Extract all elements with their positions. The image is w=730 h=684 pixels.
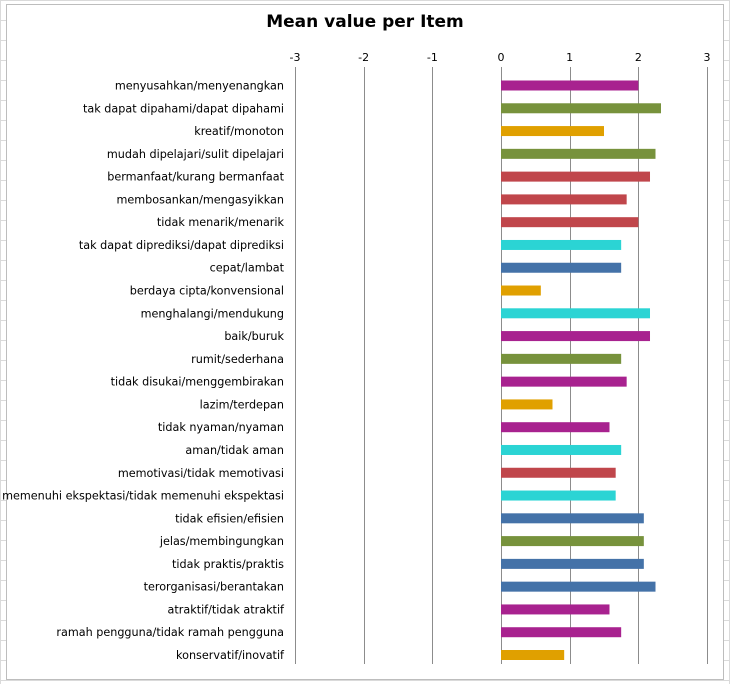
category-labels: menyusahkan/menyenangkan tak dapat dipaha… [2, 80, 285, 663]
x-tick-label: 0 [498, 51, 505, 64]
category-label: memotivasi/tidak memotivasi [118, 467, 284, 480]
bar [501, 194, 627, 205]
category-label: tidak nyaman/nyaman [158, 421, 284, 434]
category-label: membosankan/mengasyikkan [117, 193, 285, 206]
bar [501, 581, 656, 592]
x-axis-tick-labels: -3 -2 -1 0 1 2 3 [290, 51, 711, 64]
bar [501, 171, 651, 182]
bar [501, 217, 639, 228]
category-label: tidak praktis/praktis [172, 558, 284, 571]
chart-title: Mean value per Item [266, 12, 464, 32]
bar [501, 650, 565, 660]
category-label: baik/buruk [224, 330, 284, 343]
bar [501, 490, 616, 501]
category-label: lazim/terdepan [200, 398, 284, 411]
x-tick-label: 2 [635, 51, 642, 64]
bar [501, 80, 639, 91]
category-label: terorganisasi/berantakan [144, 581, 284, 594]
category-label: atraktif/tidak atraktif [168, 603, 286, 616]
category-label: tidak menarik/menarik [157, 216, 285, 229]
category-label: aman/tidak aman [185, 444, 284, 457]
category-label: cepat/lambat [210, 262, 285, 275]
category-label: menghalangi/mendukung [141, 307, 284, 320]
category-label: menyusahkan/menyenangkan [115, 80, 284, 93]
bar [501, 444, 622, 455]
bar [501, 399, 553, 410]
bar [501, 262, 622, 273]
bar [501, 148, 656, 159]
bars [501, 80, 661, 660]
bar [501, 627, 622, 638]
bar [501, 126, 604, 137]
category-label: rumit/sederhana [191, 353, 284, 366]
x-tick-label: -1 [427, 51, 438, 64]
bar [501, 536, 644, 547]
bar [501, 376, 627, 387]
category-label: mudah dipelajari/sulit dipelajari [107, 148, 284, 161]
bar [501, 353, 622, 364]
bar [501, 308, 651, 319]
bar [501, 604, 610, 615]
x-tick-label: -2 [358, 51, 369, 64]
category-label: berdaya cipta/konvensional [130, 285, 284, 298]
x-tick-label: 3 [704, 51, 711, 64]
x-tick-label: -3 [290, 51, 301, 64]
category-label: kreatif/monoton [194, 125, 284, 138]
bar [501, 103, 661, 114]
category-label: tak dapat diprediksi/dapat diprediksi [79, 239, 284, 252]
category-label: tidak disukai/menggembirakan [111, 376, 284, 389]
category-label: ramah pengguna/tidak ramah pengguna [56, 626, 284, 639]
bar [501, 558, 644, 569]
category-label: memenuhi ekspektasi/tidak memenuhi ekspe… [2, 490, 284, 503]
bar [501, 285, 541, 296]
category-label: bermanfaat/kurang bermanfaat [107, 171, 284, 184]
x-tick-label: 1 [566, 51, 573, 64]
bar [501, 331, 651, 342]
category-label: konservatif/inovatif [176, 649, 285, 662]
bar [501, 513, 644, 524]
category-label: tidak efisien/efisien [175, 512, 284, 525]
bar [501, 422, 610, 433]
category-label: tak dapat dipahami/dapat dipahami [83, 102, 284, 115]
bar [501, 239, 622, 250]
bar [501, 467, 616, 478]
category-label: jelas/membingungkan [159, 535, 284, 548]
